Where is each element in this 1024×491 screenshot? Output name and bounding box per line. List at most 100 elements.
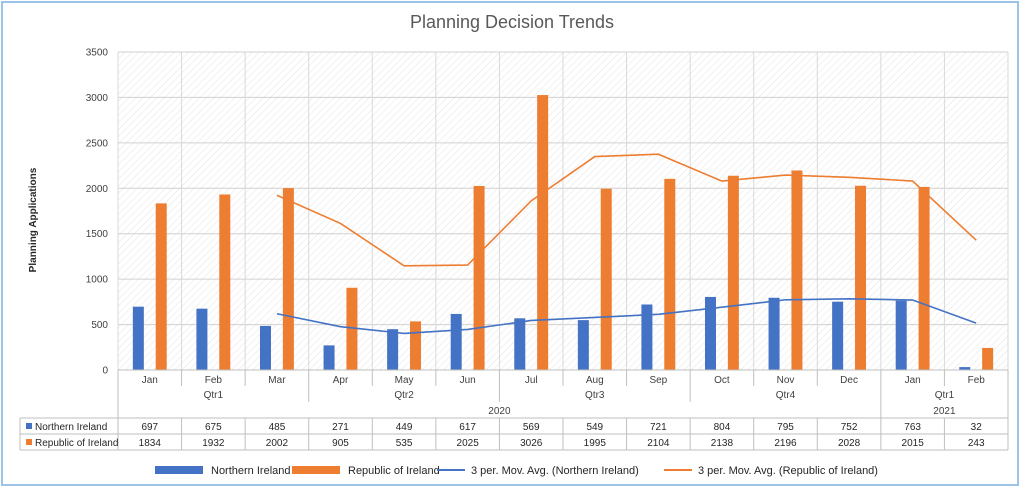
year-label: 2021 (933, 406, 956, 417)
x-tick-label: Oct (714, 375, 730, 386)
table-cell: 721 (650, 422, 667, 433)
bar (727, 175, 739, 370)
year-label: 2020 (488, 406, 511, 417)
table-cell: 535 (396, 438, 413, 449)
table-cell: 697 (141, 422, 158, 433)
chart-title: Planning Decision Trends (410, 12, 614, 32)
table-cell: 32 (971, 422, 983, 433)
bar (704, 296, 716, 370)
bar (982, 347, 994, 370)
bar (577, 320, 589, 370)
x-tick-label: Sep (649, 375, 667, 386)
table-cell: 1995 (584, 438, 607, 449)
table-cell: 485 (269, 422, 286, 433)
table-cell: 2002 (266, 438, 289, 449)
table-cell: 2025 (457, 438, 480, 449)
bar (895, 300, 907, 370)
bar (832, 301, 844, 370)
x-tick-label: Aug (586, 375, 604, 386)
moving-average-line (276, 297, 977, 335)
legend-label: Republic of Ireland (348, 465, 440, 477)
table-cell: 2028 (838, 438, 861, 449)
table-cell: 804 (714, 422, 731, 433)
bar (918, 186, 930, 370)
bar (132, 306, 144, 370)
data-table: Jan Feb Mar Apr May Jun Jul Aug Sep Oct Nov Dec Jan F… (19, 369, 1009, 451)
bar (959, 367, 971, 370)
y-tick-label: 0 (102, 366, 108, 377)
legend-key (155, 466, 203, 474)
bar (346, 287, 358, 370)
table-series-name: Republic of Ireland (35, 438, 118, 449)
table-cell: 2138 (711, 438, 734, 449)
bar (855, 185, 867, 370)
bar (323, 345, 335, 370)
bar (387, 329, 399, 370)
bar (282, 188, 294, 370)
legend-key (292, 466, 340, 474)
bar (514, 318, 526, 370)
table-cell: 1834 (139, 438, 162, 449)
x-tick-label: Feb (205, 375, 223, 386)
x-tick-label: Jul (525, 375, 538, 386)
plot-area: 0 500 1000 1500 2000 2500 3000 3500 (86, 48, 1009, 377)
legend-label: 3 per. Mov. Avg. (Republic of Ireland) (698, 465, 878, 477)
moving-average-line (276, 153, 977, 267)
table-cell: 752 (841, 422, 858, 433)
quarter-label: Qtr3 (585, 390, 605, 401)
y-tick-label: 3500 (86, 48, 109, 59)
quarter-label: Qtr1 (204, 390, 224, 401)
x-tick-label: Jan (905, 375, 921, 386)
legend: Northern Ireland Republic of Ireland 3 per… (155, 465, 878, 477)
table-cell: 271 (332, 422, 349, 433)
table-cell: 617 (459, 422, 476, 433)
bar (664, 178, 676, 370)
quarter-label: Qtr2 (394, 390, 414, 401)
table-cell: 549 (586, 422, 603, 433)
legend-label: Northern Ireland (211, 465, 291, 477)
bar (155, 203, 167, 370)
bar (768, 297, 780, 370)
x-tick-label: Jan (142, 375, 158, 386)
table-legend-key (26, 439, 32, 445)
y-tick-label: 1000 (86, 275, 109, 286)
table-cell: 795 (777, 422, 794, 433)
table-cell: 905 (332, 438, 349, 449)
y-tick-label: 500 (91, 320, 108, 331)
bar (537, 95, 549, 370)
bar (259, 325, 271, 370)
y-axis-label: Planning Applications (28, 167, 39, 272)
table-cell: 569 (523, 422, 540, 433)
table-series-name: Northern Ireland (35, 422, 107, 433)
y-tick-label: 2000 (86, 184, 109, 195)
x-tick-label: Nov (777, 375, 795, 386)
x-tick-label: Apr (333, 375, 349, 386)
bar (410, 321, 422, 370)
table-cell: 2196 (774, 438, 797, 449)
y-tick-label: 3000 (86, 93, 109, 104)
bar (473, 186, 485, 370)
bar (791, 170, 803, 370)
x-tick-label: Dec (840, 375, 858, 386)
quarter-label: Qtr1 (935, 390, 955, 401)
table-legend-key (26, 423, 32, 429)
bar (641, 304, 653, 370)
bar (219, 194, 231, 370)
x-tick-label: Feb (968, 375, 986, 386)
y-tick-label: 2500 (86, 138, 109, 149)
table-cell: 1932 (202, 438, 225, 449)
x-tick-label: Mar (268, 375, 286, 386)
bar (196, 308, 208, 370)
table-cell: 2015 (902, 438, 925, 449)
legend-label: 3 per. Mov. Avg. (Northern Ireland) (471, 465, 639, 477)
x-tick-label: May (395, 375, 414, 386)
y-tick-label: 1500 (86, 229, 109, 240)
bar (600, 188, 612, 370)
table-cell: 675 (205, 422, 222, 433)
bar (450, 313, 462, 370)
table-cell: 243 (968, 438, 985, 449)
quarter-label: Qtr4 (776, 390, 796, 401)
table-cell: 763 (904, 422, 921, 433)
table-cell: 449 (396, 422, 413, 433)
